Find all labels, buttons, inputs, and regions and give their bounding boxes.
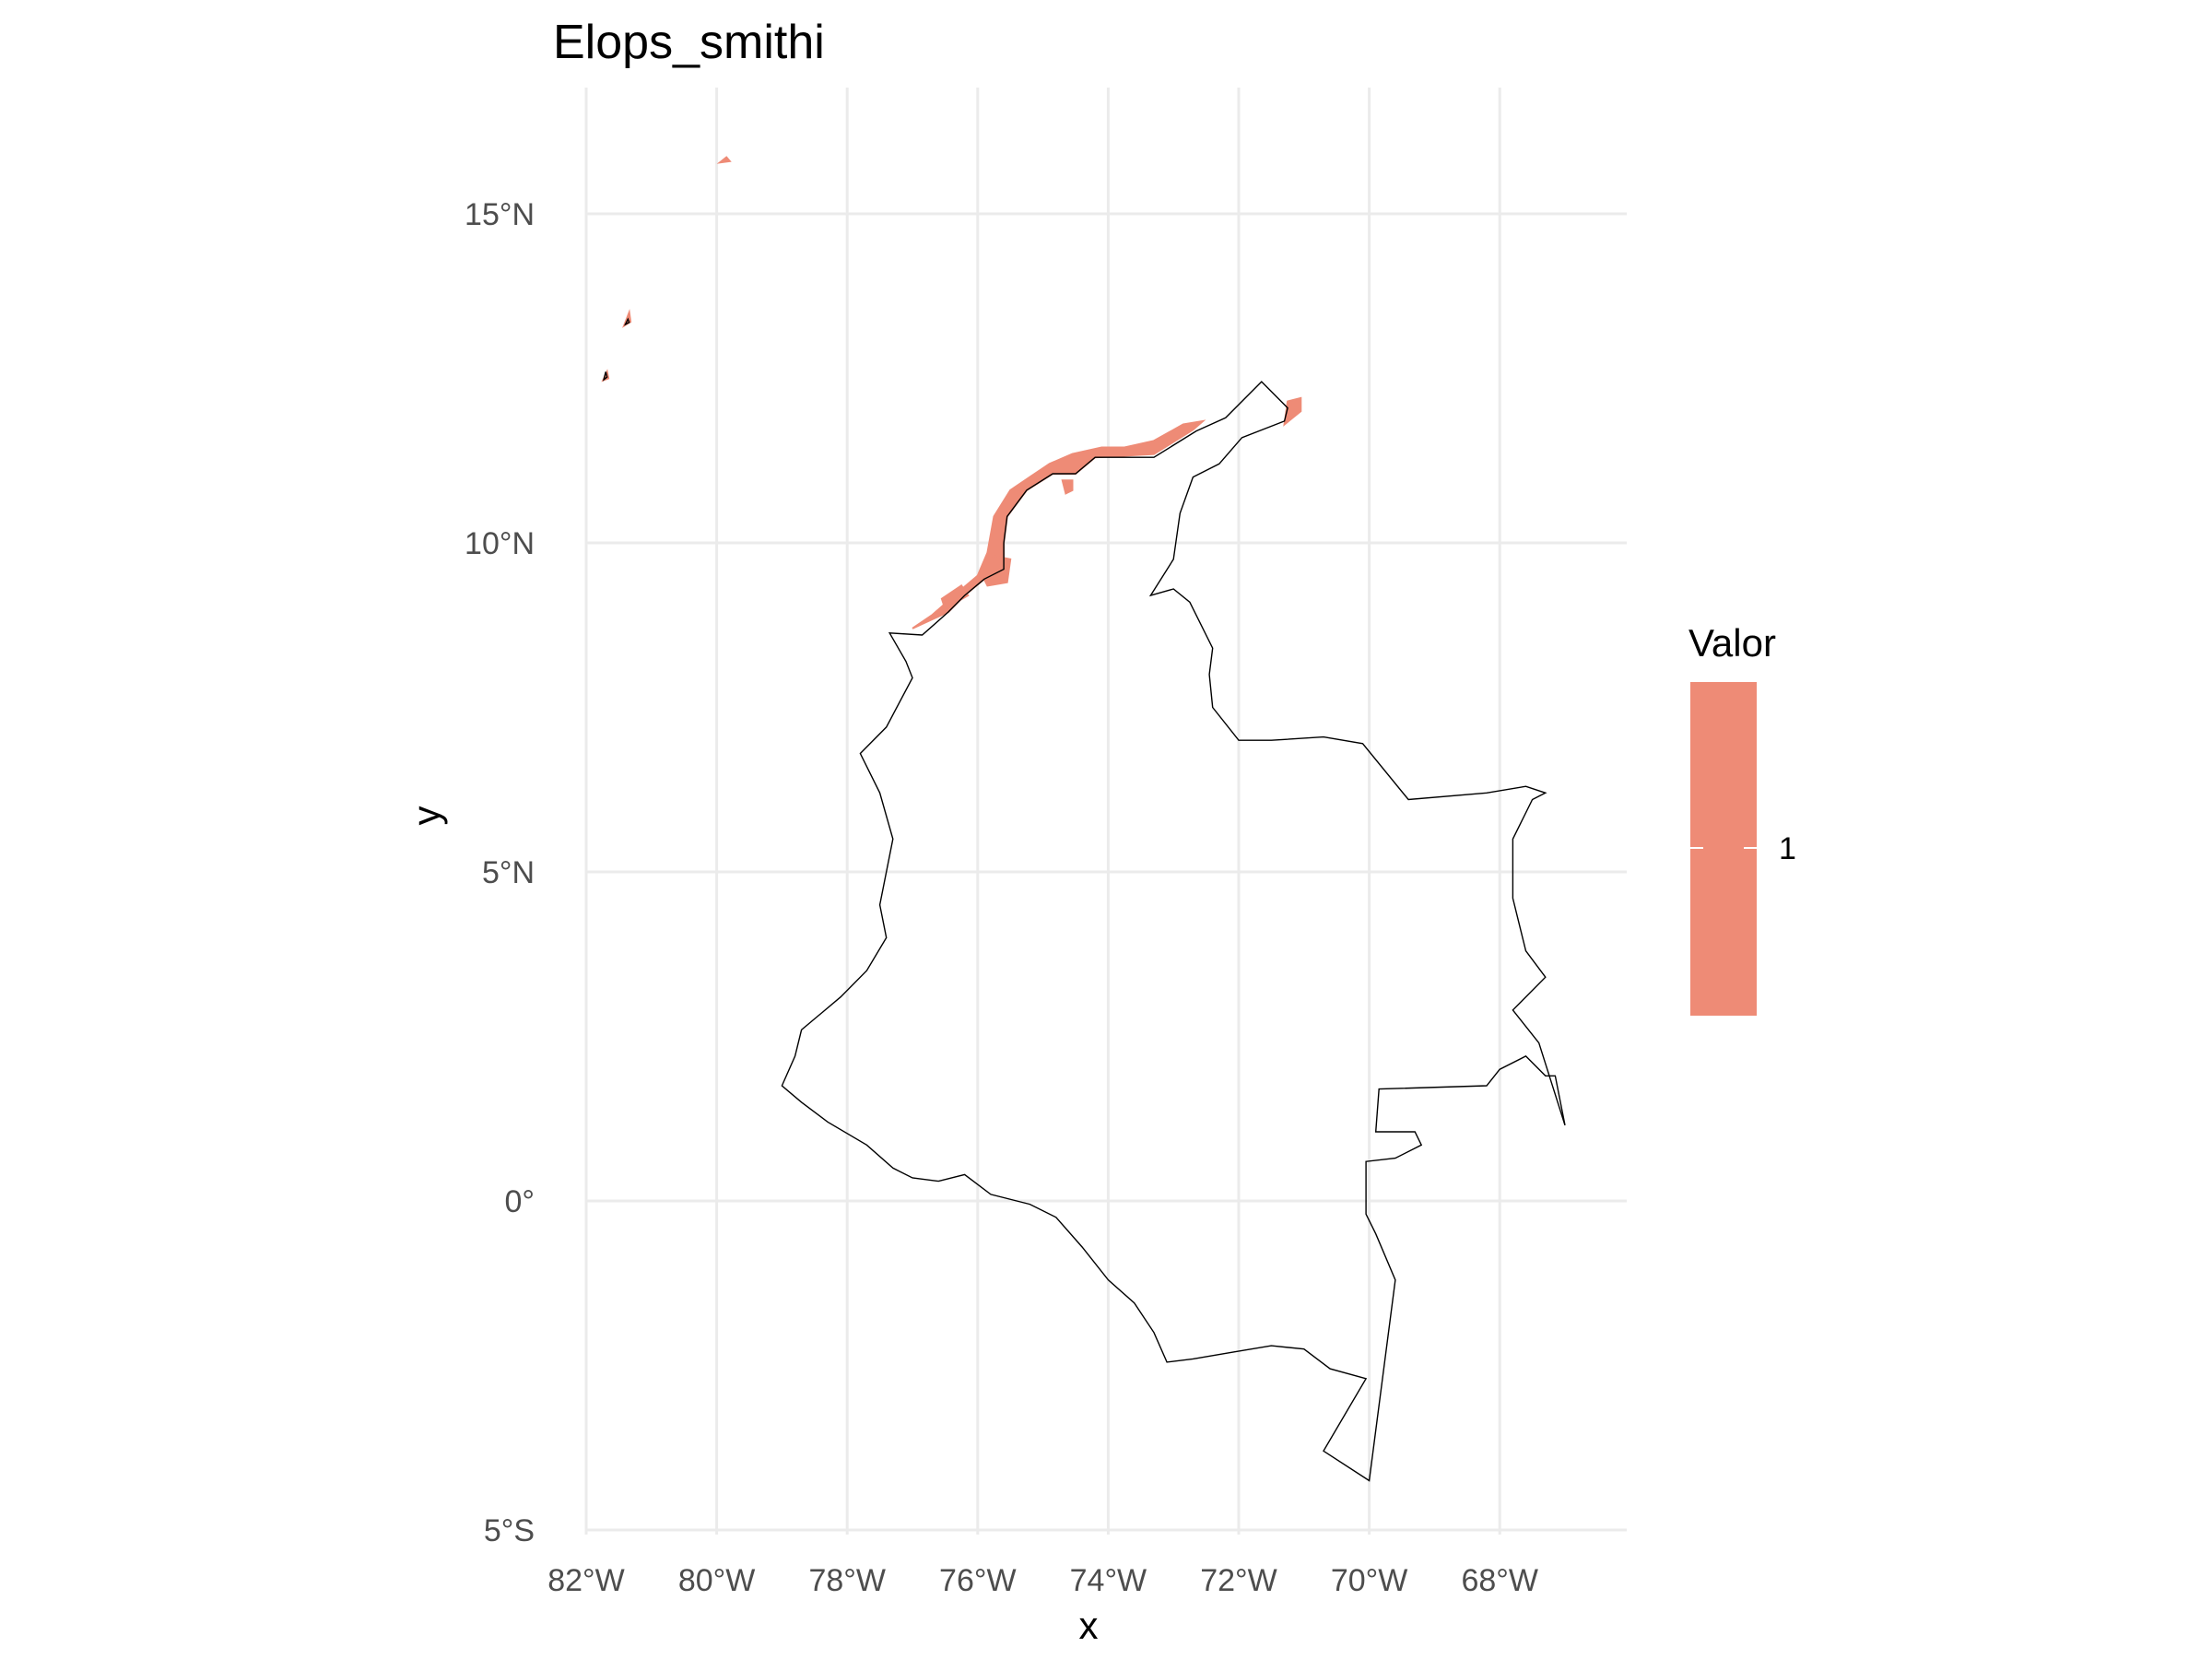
x-axis-title: x: [1079, 1604, 1099, 1647]
legend: Valor 1: [1688, 621, 1796, 1016]
x-tick-label: 68°W: [1461, 1563, 1538, 1598]
x-tick-label: 70°W: [1331, 1563, 1408, 1598]
x-tick-label: 82°W: [547, 1563, 625, 1598]
legend-title: Valor: [1688, 621, 1776, 665]
y-tick-label: 10°N: [465, 526, 535, 561]
y-axis-title: y: [405, 806, 448, 826]
x-tick-label: 80°W: [678, 1563, 756, 1598]
y-tick-label: 15°N: [465, 197, 535, 232]
distribution-area: [980, 555, 1012, 587]
plot-title: Elops_smithi: [553, 16, 825, 69]
y-tick-label: 5°S: [484, 1513, 535, 1548]
x-tick-label: 76°W: [939, 1563, 1017, 1598]
y-axis-ticks: 15°N 10°N 5°N 0° 5°S: [465, 197, 535, 1548]
y-tick-label: 0°: [504, 1184, 535, 1219]
x-axis-ticks: 82°W 80°W 78°W 76°W 74°W 72°W 70°W 68°W: [547, 1563, 1538, 1598]
island-outline: [623, 317, 630, 326]
species-distribution-layer: [601, 156, 1302, 629]
x-tick-label: 78°W: [808, 1563, 886, 1598]
distribution-area: [716, 156, 732, 164]
y-tick-label: 5°N: [482, 855, 535, 890]
legend-label: 1: [1779, 831, 1796, 866]
x-tick-label: 72°W: [1200, 1563, 1277, 1598]
country-border-layer: [602, 317, 1566, 1482]
island-outline: [602, 371, 608, 382]
distribution-area: [1283, 396, 1302, 427]
x-tick-label: 74°W: [1070, 1563, 1147, 1598]
distribution-area: [1061, 479, 1074, 495]
country-outline: [781, 381, 1566, 1482]
graticule-grid: [584, 88, 1627, 1535]
